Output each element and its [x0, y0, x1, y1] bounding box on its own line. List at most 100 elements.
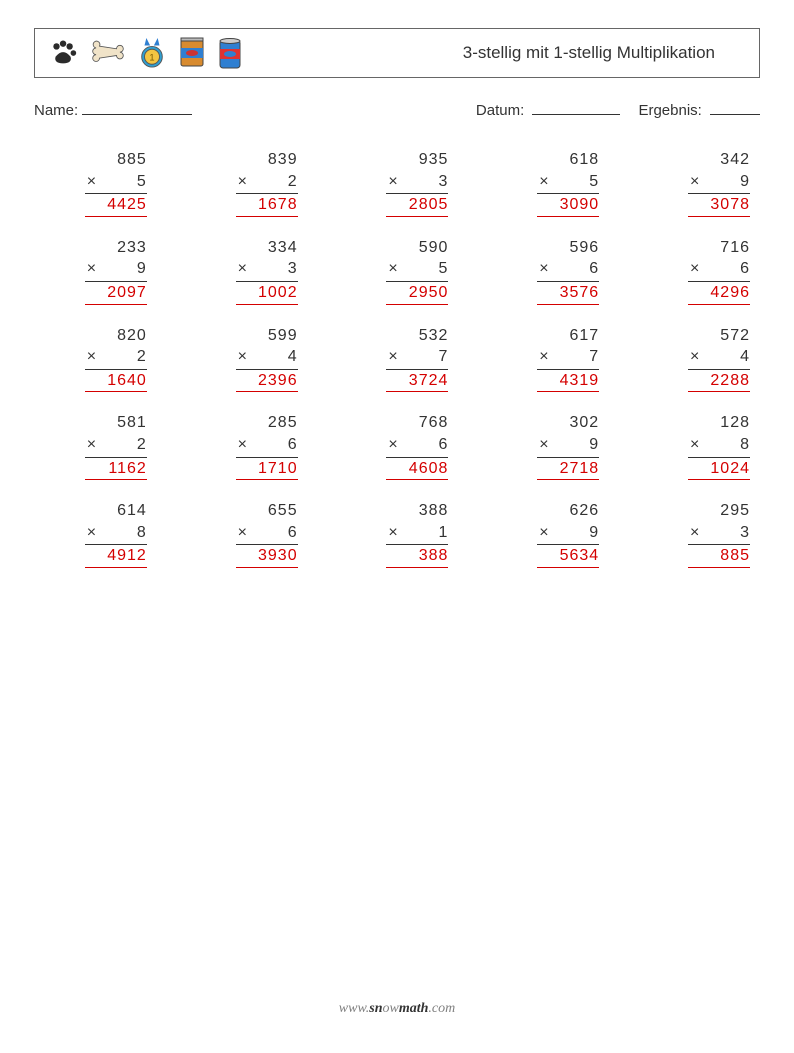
- multiplier-row: ×9: [537, 522, 599, 546]
- answer: 1024: [688, 458, 750, 481]
- op-symbol: ×: [85, 346, 97, 368]
- multiplier: 3: [288, 258, 298, 280]
- multiplier: 9: [589, 434, 599, 456]
- multiplier-row: ×6: [236, 522, 298, 546]
- answer: 1002: [236, 282, 298, 305]
- multiplier: 3: [438, 171, 448, 193]
- multiplier: 7: [438, 346, 448, 368]
- answer: 4296: [688, 282, 750, 305]
- problem: 302×92718: [496, 412, 599, 480]
- multiplier: 9: [740, 171, 750, 193]
- multiplicand: 334: [236, 237, 298, 259]
- multiplier-row: ×7: [537, 346, 599, 370]
- op-symbol: ×: [537, 258, 549, 280]
- multiplier: 5: [589, 171, 599, 193]
- bone-icon: [91, 38, 125, 68]
- footer-mid2: ow: [382, 1001, 398, 1016]
- multiplier: 9: [137, 258, 147, 280]
- problem: 388×1388: [346, 500, 449, 568]
- problem: 839×21678: [195, 149, 298, 217]
- multiplier: 3: [740, 522, 750, 544]
- worksheet-title: 3-stellig mit 1-stellig Multiplikation: [463, 43, 745, 63]
- svg-text:1: 1: [149, 53, 154, 63]
- multiplier: 6: [589, 258, 599, 280]
- multiplicand: 302: [537, 412, 599, 434]
- multiplier-row: ×3: [386, 171, 448, 195]
- multiplier: 8: [740, 434, 750, 456]
- info-row: Name: Datum: Ergebnis:: [34, 102, 760, 119]
- multiplier-row: ×8: [85, 522, 147, 546]
- problem: 581×21162: [44, 412, 147, 480]
- footer: www.snowmath.com: [0, 1001, 794, 1017]
- op-symbol: ×: [85, 171, 97, 193]
- footer-mid1: sn: [369, 1001, 382, 1016]
- name-label: Name:: [34, 102, 78, 119]
- multiplicand: 596: [537, 237, 599, 259]
- header-box: 1 3-stellig mit 1-stellig Multiplikation: [34, 28, 760, 78]
- problem: 532×73724: [346, 325, 449, 393]
- multiplier-row: ×2: [85, 434, 147, 458]
- multiplicand: 590: [386, 237, 448, 259]
- answer: 3930: [236, 545, 298, 568]
- answer: 2097: [85, 282, 147, 305]
- problem: 233×92097: [44, 237, 147, 305]
- op-symbol: ×: [688, 434, 700, 456]
- answer: 3724: [386, 370, 448, 393]
- multiplicand: 626: [537, 500, 599, 522]
- multiplicand: 233: [85, 237, 147, 259]
- multiplicand: 532: [386, 325, 448, 347]
- problem: 590×52950: [346, 237, 449, 305]
- problem: 885×54425: [44, 149, 147, 217]
- problem: 599×42396: [195, 325, 298, 393]
- problem: 285×61710: [195, 412, 298, 480]
- op-symbol: ×: [537, 522, 549, 544]
- answer: 388: [386, 545, 448, 568]
- name-blank: [82, 114, 192, 115]
- op-symbol: ×: [85, 522, 97, 544]
- multiplier: 5: [438, 258, 448, 280]
- problem: 334× 31002: [195, 237, 298, 305]
- fish-can-tall-icon: [217, 36, 243, 70]
- answer: 1678: [236, 194, 298, 217]
- multiplier-row: ×5: [386, 258, 448, 282]
- multiplier-row: ×5: [85, 171, 147, 195]
- answer: 4319: [537, 370, 599, 393]
- op-symbol: ×: [386, 258, 398, 280]
- multiplicand: 716: [688, 237, 750, 259]
- multiplicand: 128: [688, 412, 750, 434]
- problem: 614×84912: [44, 500, 147, 568]
- problem: 935×32805: [346, 149, 449, 217]
- multiplicand: 599: [236, 325, 298, 347]
- multiplier-row: ×9: [688, 171, 750, 195]
- answer: 4912: [85, 545, 147, 568]
- multiplier-row: ×1: [386, 522, 448, 546]
- multiplier-row: ×6: [537, 258, 599, 282]
- multiplier: 4: [288, 346, 298, 368]
- multiplicand: 935: [386, 149, 448, 171]
- multiplier: 6: [288, 522, 298, 544]
- multiplicand: 614: [85, 500, 147, 522]
- multiplier-row: ×9: [537, 434, 599, 458]
- multiplier: 6: [438, 434, 448, 456]
- multiplier-row: ×2: [236, 171, 298, 195]
- fish-can-flat-icon: [179, 36, 205, 70]
- problem: 618×53090: [496, 149, 599, 217]
- problem: 295×3885: [647, 500, 750, 568]
- multiplier: 9: [589, 522, 599, 544]
- problem: 596×63576: [496, 237, 599, 305]
- date-label: Datum:: [476, 102, 524, 119]
- multiplicand: 617: [537, 325, 599, 347]
- multiplier: 6: [740, 258, 750, 280]
- answer: 2396: [236, 370, 298, 393]
- date-blank: [532, 114, 620, 115]
- answer: 4425: [85, 194, 147, 217]
- op-symbol: ×: [236, 258, 248, 280]
- footer-prefix: www.: [339, 1001, 369, 1016]
- answer: 1640: [85, 370, 147, 393]
- op-symbol: ×: [537, 171, 549, 193]
- op-symbol: ×: [386, 522, 398, 544]
- problem: 572×42288: [647, 325, 750, 393]
- answer: 2805: [386, 194, 448, 217]
- multiplicand: 572: [688, 325, 750, 347]
- result-label: Ergebnis:: [638, 102, 701, 119]
